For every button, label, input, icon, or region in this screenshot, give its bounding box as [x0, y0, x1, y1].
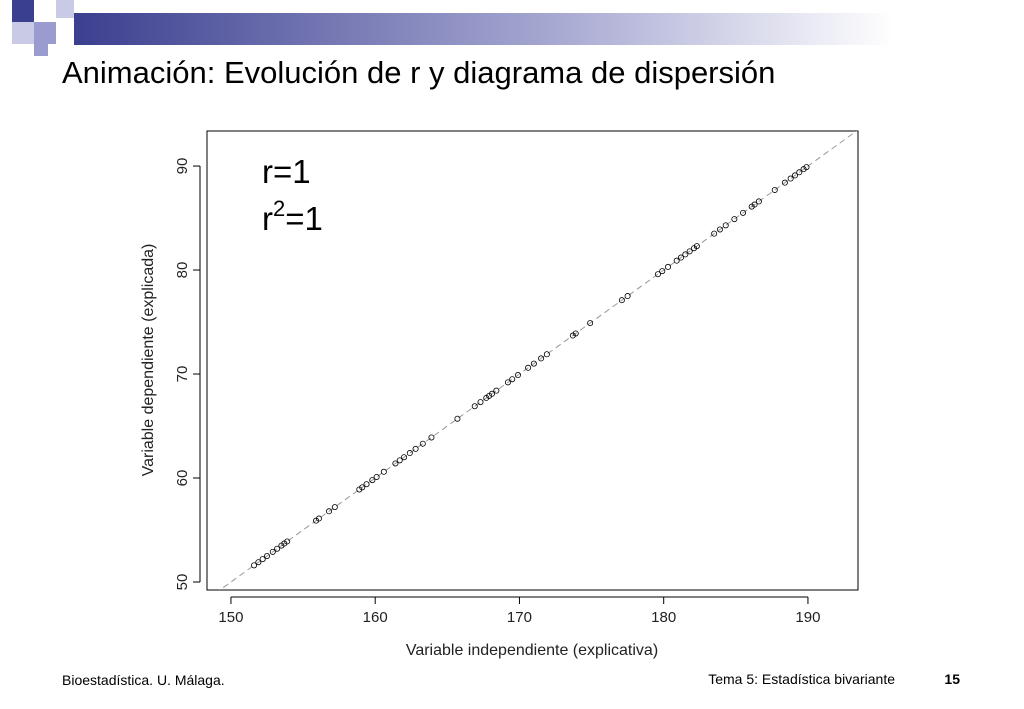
data-point	[419, 440, 426, 447]
data-point	[363, 481, 370, 488]
x-tick-label: 150	[218, 609, 243, 626]
data-point	[796, 169, 803, 176]
data-point	[454, 415, 461, 422]
data-point	[751, 201, 758, 208]
data-point	[392, 460, 399, 467]
footer-left: Bioestadística. U. Málaga.	[62, 672, 225, 688]
page-number: 15	[944, 671, 960, 687]
y-tick-label: 90	[174, 158, 191, 175]
data-point	[740, 209, 747, 216]
y-tick-label: 50	[174, 574, 191, 591]
plot-box	[206, 130, 859, 591]
data-point	[587, 320, 594, 327]
data-point	[315, 515, 322, 522]
data-point	[259, 556, 266, 563]
data-point	[477, 399, 484, 406]
x-tick-label: 180	[651, 609, 676, 626]
data-point	[264, 552, 271, 559]
footer-right: Tema 5: Estadística bivariante	[708, 671, 895, 687]
data-point	[255, 559, 262, 566]
data-point	[504, 379, 511, 386]
data-point	[711, 230, 718, 237]
x-tick-label: 190	[795, 609, 820, 626]
annotation: r2=1	[262, 196, 323, 237]
data-point	[284, 538, 291, 545]
annotation-exponent: 2	[273, 196, 285, 221]
data-point	[787, 175, 794, 182]
data-point	[471, 403, 478, 410]
data-point	[373, 473, 380, 480]
data-point	[515, 372, 522, 379]
data-point	[673, 257, 680, 264]
data-point	[274, 545, 281, 552]
data-point	[428, 434, 435, 441]
data-point	[722, 222, 729, 229]
data-point	[654, 271, 661, 278]
data-point	[493, 387, 500, 394]
data-point	[755, 198, 762, 205]
data-point	[401, 454, 408, 461]
data-point	[331, 504, 338, 511]
decor-bar	[74, 13, 894, 45]
annotation-base: r	[262, 200, 273, 237]
y-axis-label: Variable dependiente (explicada)	[140, 244, 157, 477]
data-point	[781, 179, 788, 186]
data-point	[665, 263, 672, 270]
annotation-text: =1	[285, 200, 323, 237]
data-point	[509, 376, 516, 383]
x-tick-label: 160	[363, 609, 388, 626]
decor-square	[56, 0, 74, 18]
data-point	[406, 450, 413, 457]
data-point	[489, 390, 496, 397]
decor-square	[12, 0, 34, 22]
regression-line	[218, 131, 858, 590]
data-point	[380, 468, 387, 475]
data-point	[624, 293, 631, 300]
y-tick-label: 70	[174, 366, 191, 383]
decor-square	[12, 22, 34, 44]
data-point	[686, 248, 693, 255]
slide-title: Animación: Evolución de r y diagrama de …	[62, 55, 775, 90]
decor-square	[34, 44, 48, 56]
data-point	[269, 548, 276, 555]
data-point	[693, 243, 700, 250]
data-point	[678, 254, 685, 261]
data-point	[525, 364, 532, 371]
y-tick-label: 60	[174, 470, 191, 487]
data-point	[572, 330, 579, 337]
data-point	[791, 172, 798, 179]
annotation: r=1	[262, 153, 311, 190]
decor-square	[34, 22, 56, 44]
y-tick-label: 80	[174, 262, 191, 279]
data-point	[359, 484, 366, 491]
data-point	[682, 251, 689, 258]
data-point	[538, 355, 545, 362]
data-point	[396, 457, 403, 464]
data-point	[543, 351, 550, 358]
data-point	[369, 477, 376, 484]
data-point	[618, 297, 625, 304]
data-point	[731, 216, 738, 223]
data-point	[716, 226, 723, 233]
data-point	[412, 445, 419, 452]
data-point	[251, 562, 258, 569]
x-axis-label: Variable independiente (explicativa)	[406, 642, 658, 659]
data-point	[659, 268, 666, 275]
data-point	[771, 186, 778, 193]
x-tick-label: 170	[507, 609, 532, 626]
data-point	[326, 508, 333, 515]
data-point	[530, 360, 537, 367]
data-point	[803, 164, 810, 171]
